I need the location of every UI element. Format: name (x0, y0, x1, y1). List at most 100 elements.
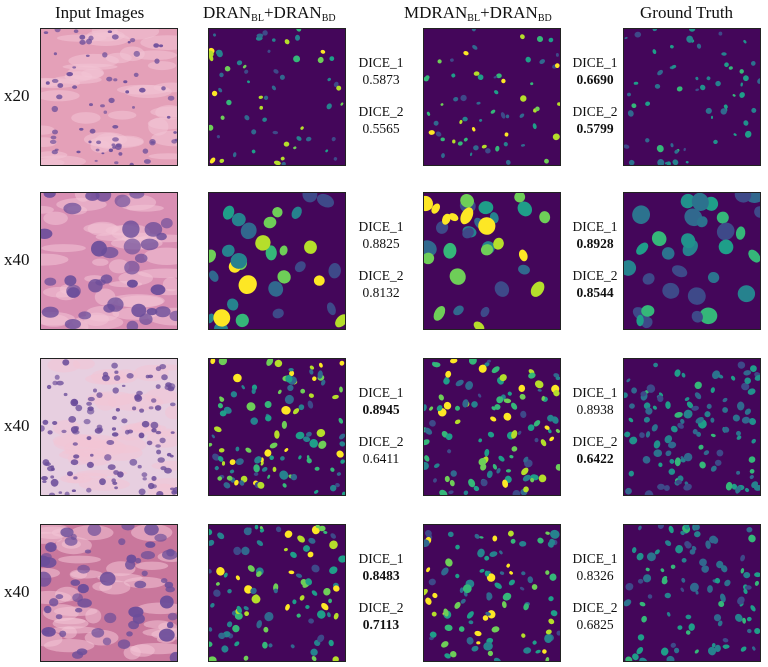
nucleus-blob (699, 461, 706, 469)
nucleus-blob (670, 143, 674, 148)
nucleus-blob (209, 641, 213, 647)
nucleus-blob (455, 573, 460, 579)
nucleus-blob (424, 252, 435, 265)
nucleus-blob (425, 597, 432, 605)
nucleus-blob (736, 401, 745, 411)
nucleus-blob (748, 418, 757, 425)
cell-nucleus (108, 97, 115, 104)
nucleus-blob (694, 381, 702, 390)
cell-nucleus (151, 428, 157, 433)
nucleus-blob (674, 457, 681, 467)
nucleus-blob (431, 611, 437, 617)
nucleus-blob (672, 159, 679, 165)
cell-nucleus (44, 277, 57, 286)
cell-nucleus (45, 542, 57, 553)
nucleus-blob (460, 598, 466, 604)
nucleus-blob (320, 379, 326, 386)
cell-nucleus (134, 253, 148, 263)
nucleus-blob (226, 475, 233, 481)
dice-1-label: DICE_1 (358, 219, 404, 234)
nucleus-blob (309, 365, 315, 370)
nucleus-blob (285, 374, 293, 383)
cell-nucleus (112, 387, 119, 394)
nucleus-blob (336, 450, 344, 458)
nucleus-blob (628, 470, 635, 477)
nucleus-blob (699, 307, 718, 325)
nucleus-blob (632, 653, 639, 661)
nucleus-blob (706, 76, 711, 81)
nucleus-blob (490, 109, 496, 114)
nucleus-blob (466, 637, 474, 645)
nucleus-blob (443, 608, 449, 617)
nucleus-blob (644, 490, 654, 495)
nucleus-blob (552, 133, 560, 141)
dran-mask-panel (208, 358, 346, 496)
nucleus-blob (684, 525, 690, 530)
nucleus-blob (666, 612, 671, 617)
nucleus-blob (426, 111, 431, 116)
nucleus-blob (479, 118, 483, 122)
cell-nucleus (117, 639, 131, 649)
input-image-panel (40, 358, 178, 496)
cell-nucleus (106, 76, 113, 82)
nucleus-blob (646, 552, 656, 562)
nucleus-blob (645, 101, 651, 106)
cell-nucleus (42, 419, 49, 425)
nucleus-blob (528, 372, 536, 379)
cell-nucleus (64, 319, 81, 329)
nucleus-blob (448, 213, 459, 222)
nucleus-blob (691, 193, 709, 211)
nucleus-blob (296, 613, 301, 618)
cell-nucleus (88, 140, 92, 144)
nucleus-blob (247, 80, 250, 84)
nucleus-blob (647, 594, 653, 599)
nucleus-blob (639, 601, 646, 607)
cell-nucleus (96, 140, 102, 145)
cell-nucleus (111, 432, 119, 437)
nucleus-blob (689, 548, 696, 555)
nucleus-blob (288, 368, 294, 372)
header-model-mdran: MDRANBL+DRANBD (404, 3, 552, 24)
nucleus-blob (694, 531, 701, 538)
cell-nucleus (159, 595, 174, 609)
nucleus-blob (213, 309, 231, 327)
nucleus-blob (527, 424, 535, 432)
nucleus-blob (518, 264, 530, 275)
nucleus-blob (221, 461, 226, 466)
nucleus-blob (519, 540, 527, 547)
nucleus-blob (327, 612, 331, 618)
nucleus-blob (652, 49, 657, 55)
nucleus-blob (441, 153, 445, 159)
nucleus-blob (668, 525, 674, 534)
nucleus-blob (441, 567, 449, 576)
cell-nucleus (83, 418, 91, 425)
nucleus-blob (485, 148, 491, 154)
nucleus-blob (676, 86, 683, 92)
nucleus-blob (681, 557, 687, 563)
cell-nucleus (89, 128, 96, 134)
nucleus-blob (486, 359, 491, 363)
nucleus-blob (523, 647, 532, 654)
header-model-mdran-sub-bl: BL (467, 13, 481, 24)
nucleus-blob (330, 467, 335, 472)
nucleus-blob (641, 305, 655, 317)
nucleus-blob (642, 455, 651, 464)
nucleus-blob (257, 481, 265, 489)
nucleus-blob (277, 389, 282, 395)
nucleus-blob (537, 537, 544, 544)
cell-nucleus (131, 303, 147, 318)
nucleus-blob (253, 464, 260, 473)
nucleus-blob (281, 161, 286, 165)
nucleus-blob (314, 466, 320, 471)
cell-nucleus (95, 193, 112, 202)
nucleus-blob (323, 587, 331, 596)
nucleus-blob (235, 313, 249, 328)
nucleus-blob (625, 656, 633, 661)
nucleus-blob (455, 544, 460, 550)
nucleus-blob (234, 612, 243, 620)
nucleus-blob (639, 657, 648, 661)
nucleus-blob (308, 618, 314, 624)
nucleus-blob (221, 244, 235, 257)
nucleus-blob (450, 470, 457, 477)
nucleus-blob (462, 116, 468, 122)
